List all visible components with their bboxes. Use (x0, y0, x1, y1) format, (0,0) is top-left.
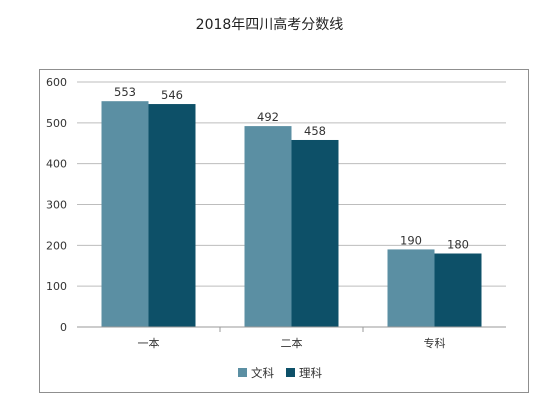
y-tick-label: 300 (46, 199, 67, 212)
y-tick-label: 0 (60, 321, 67, 334)
data-label: 190 (400, 233, 422, 247)
legend-label: 理科 (299, 366, 322, 380)
data-label: 180 (447, 238, 469, 252)
y-tick-label: 100 (46, 280, 67, 293)
bar (244, 126, 292, 327)
bar (434, 253, 482, 327)
bar (101, 101, 149, 327)
y-tick-label: 500 (46, 117, 67, 130)
data-labels: 553 546 492 458 190 180 (114, 85, 469, 251)
x-tick-label: 二本 (281, 336, 303, 350)
bar (387, 249, 435, 327)
bar (291, 139, 339, 327)
y-tick-label: 600 (46, 76, 67, 89)
legend: 文科 理科 (238, 366, 322, 380)
axes: 0 100 200 300 400 500 600 一本 二本 专科 (46, 76, 506, 350)
bar (148, 104, 196, 327)
x-tick-label: 一本 (138, 336, 160, 350)
data-label: 553 (114, 85, 136, 99)
legend-swatch (286, 368, 295, 377)
data-label: 546 (161, 88, 183, 102)
data-label: 492 (257, 110, 279, 124)
chart-title: 2018年四川高考分数线 (195, 17, 344, 33)
legend-swatch (238, 368, 247, 377)
data-label: 458 (304, 124, 326, 138)
legend-label: 文科 (251, 366, 274, 380)
x-tick-label: 专科 (424, 336, 446, 350)
y-tick-label: 400 (46, 158, 67, 171)
bars (101, 101, 482, 327)
y-tick-label: 200 (46, 239, 67, 252)
